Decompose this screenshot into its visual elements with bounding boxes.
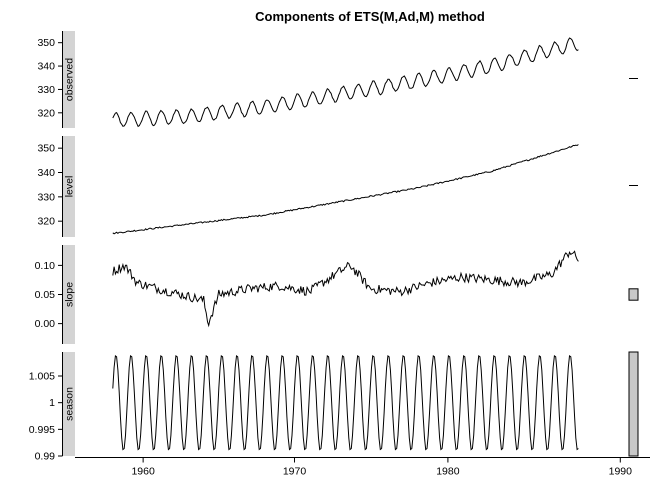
y-tick-label-observed: 320 [37,107,55,119]
y-tick-label-slope: 0.05 [35,289,56,301]
chart-title: Components of ETS(M,Ad,M) method [255,9,485,24]
y-tick-label-level: 350 [37,143,55,155]
strip-observed [63,31,75,128]
strip-label-slope: slope [64,282,76,307]
series-line-level [112,144,579,235]
strip-level [63,136,75,237]
strip-slope [63,245,75,344]
x-tick-label: 1970 [283,466,307,478]
y-tick-label-season: 0.99 [35,451,56,463]
series-line-slope [112,250,579,328]
scale-bar-season [628,351,639,457]
strip-label-observed: observed [64,58,76,101]
y-tick-label-level: 320 [37,216,55,228]
x-tick-label: 1990 [609,466,633,478]
strip-label-level: level [64,176,76,198]
y-tick-label-observed: 330 [37,84,55,96]
series-line-observed [112,37,579,128]
y-tick-label-observed: 350 [37,37,55,49]
series-line-season [112,354,579,451]
y-tick-label-season: 1.005 [29,371,55,383]
x-tick-label: 1960 [131,466,155,478]
y-tick-label-observed: 340 [37,61,55,73]
strip-label-season: season [64,387,76,421]
y-tick-label-level: 330 [37,191,55,203]
y-tick-label-slope: 0.00 [35,318,56,330]
panels-group: observed 320 330 340 350 level 320 330 340 350 slo… [29,31,639,463]
y-tick-label-slope: 0.10 [35,260,56,272]
scale-bar-slope [628,288,639,301]
y-tick-label-level: 340 [37,167,55,179]
strip-season [63,352,75,456]
y-tick-label-season: 0.995 [29,424,55,436]
x-tick-label: 1980 [436,466,460,478]
x-axis: 1960 1970 1980 1990 [75,457,650,478]
y-tick-label-season: 1 [49,397,55,409]
